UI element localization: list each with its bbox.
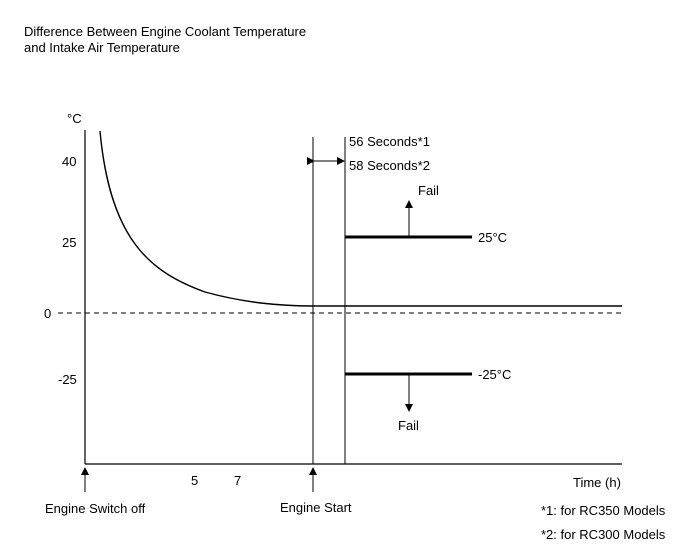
footnote-1: *1: for RC350 Models — [541, 503, 666, 518]
x-tick-5: 5 — [191, 473, 198, 488]
lower-fail-label: Fail — [398, 418, 419, 433]
temperature-difference-curve — [99, 130, 622, 307]
upper-fail-label: Fail — [418, 183, 439, 198]
title-line-1: Difference Between Engine Coolant Temper… — [24, 24, 307, 39]
y-tick-0: 0 — [44, 306, 51, 321]
engine-switch-off-label: Engine Switch off — [45, 501, 146, 516]
y-tick-25: 25 — [62, 235, 76, 250]
y-tick-neg25: -25 — [58, 372, 77, 387]
lower-threshold-label: -25°C — [478, 367, 511, 382]
y-tick-40: 40 — [62, 154, 76, 169]
upper-threshold-label: 25°C — [478, 230, 507, 245]
x-axis-label: Time (h) — [573, 475, 621, 490]
y-unit-label: °C — [67, 111, 82, 126]
diagram-title: Difference Between Engine Coolant Temper… — [24, 24, 306, 56]
x-tick-7: 7 — [234, 473, 241, 488]
interval-label-1: 56 Seconds*1 — [349, 134, 430, 149]
footnote-2: *2: for RC300 Models — [541, 527, 666, 542]
interval-label-2: 58 Seconds*2 — [349, 158, 430, 173]
title-line-2: and Intake Air Temperature — [24, 40, 180, 55]
engine-start-label: Engine Start — [280, 500, 352, 515]
